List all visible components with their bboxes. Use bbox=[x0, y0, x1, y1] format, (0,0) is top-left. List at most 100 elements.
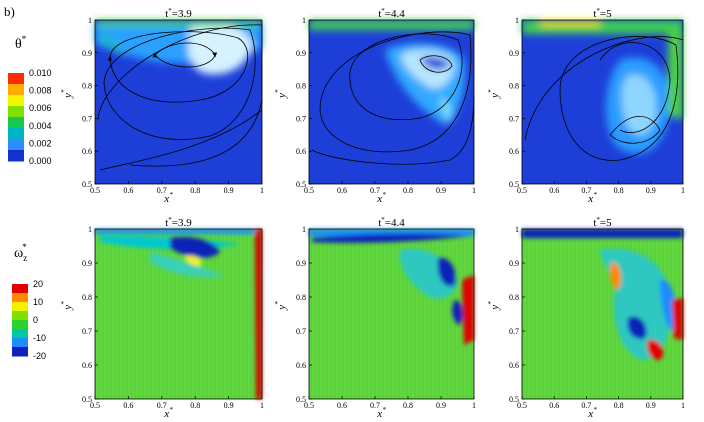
theta-colorbar-swatch bbox=[8, 95, 24, 107]
theta-symbol: θ bbox=[15, 37, 22, 52]
y-tick-label: 0.9 bbox=[82, 49, 92, 58]
panel-title: t*=4.4 bbox=[378, 216, 405, 229]
theta-colorbar-swatch bbox=[8, 128, 24, 140]
x-tick-label: 0.8 bbox=[403, 186, 413, 195]
x-tick-label: 0.7 bbox=[157, 186, 167, 195]
panel-title-sup: * bbox=[596, 7, 600, 15]
panel-title-value: =3.9 bbox=[172, 8, 192, 20]
y-tick-label: 0.9 bbox=[296, 259, 306, 268]
vorticity-colorbar-swatch bbox=[12, 329, 28, 339]
y-axis-label-base: y bbox=[276, 93, 288, 99]
theta-colorbar-swatch bbox=[8, 117, 24, 129]
x-axis-label-sup: * bbox=[382, 406, 386, 414]
panel-frame bbox=[308, 228, 475, 400]
panel-title-base: t bbox=[593, 8, 596, 20]
x-tick-label: 1 bbox=[472, 186, 476, 195]
y-axis-label-sup: * bbox=[487, 89, 495, 93]
x-tick-label: 0.8 bbox=[190, 401, 200, 410]
panel-title: t*=3.9 bbox=[165, 216, 192, 229]
y-tick-label: 0.5 bbox=[296, 180, 306, 189]
vorticity-colorbar-swatch bbox=[12, 293, 28, 303]
x-tick-label: 0.7 bbox=[581, 186, 591, 195]
theta-colorbar-swatch bbox=[8, 139, 24, 151]
figure-label: b) bbox=[4, 4, 15, 19]
x-tick-label: 0.5 bbox=[90, 401, 100, 410]
y-tick-label: 0.5 bbox=[82, 395, 92, 404]
y-tick-label: 0.5 bbox=[509, 180, 519, 189]
theta-colorbar-swatch bbox=[8, 150, 24, 162]
vorticity-colorbar-swatch bbox=[12, 311, 28, 321]
x-axis-label: x* bbox=[163, 191, 173, 205]
theta-colorbar-label: 0.010 bbox=[29, 68, 52, 78]
x-axis-label-base: x bbox=[163, 193, 169, 205]
vorticity-panel-t5 bbox=[521, 228, 684, 400]
y-axis-label-base: y bbox=[62, 93, 74, 99]
x-tick-label: 1 bbox=[681, 186, 685, 195]
y-axis-label-base: y bbox=[276, 305, 288, 311]
vorticity-panel-t3-9 bbox=[94, 228, 263, 400]
vorticity-colorbar-label: -20 bbox=[33, 351, 46, 361]
theta-colorbar-label: 0.004 bbox=[29, 121, 52, 131]
panel-title-base: t bbox=[378, 8, 381, 20]
y-axis-label: y* bbox=[274, 89, 288, 99]
x-tick-label: 1 bbox=[472, 401, 476, 410]
theta-panel-t3-9 bbox=[94, 19, 263, 185]
x-tick-label: 0.8 bbox=[614, 401, 624, 410]
panel-title-sup: * bbox=[596, 216, 600, 224]
x-tick-label: 0.6 bbox=[123, 401, 133, 410]
vorticity-colorbar-swatch bbox=[12, 284, 28, 294]
y-tick-label: 0.6 bbox=[296, 147, 306, 156]
x-axis-label: x* bbox=[376, 191, 386, 205]
y-tick-label: 0.5 bbox=[82, 180, 92, 189]
panel-frame bbox=[94, 228, 263, 400]
x-tick-label: 0.7 bbox=[370, 186, 380, 195]
y-axis-label-base: y bbox=[62, 305, 74, 311]
x-tick-label: 0.7 bbox=[157, 401, 167, 410]
x-axis-label-sup: * bbox=[169, 406, 173, 414]
x-axis-label-base: x bbox=[376, 408, 382, 420]
y-tick-label: 0.8 bbox=[509, 82, 519, 91]
x-tick-label: 1 bbox=[681, 401, 685, 410]
x-tick-label: 0.5 bbox=[517, 186, 527, 195]
x-axis-label-base: x bbox=[163, 408, 169, 420]
vorticity-colorbar-label: 10 bbox=[33, 297, 43, 307]
x-tick-label: 0.5 bbox=[90, 186, 100, 195]
theta-streamlines bbox=[311, 31, 475, 165]
x-axis-label-base: x bbox=[587, 193, 593, 205]
vorticity-panel-t4-4 bbox=[308, 228, 475, 400]
y-tick-label: 0.8 bbox=[82, 82, 92, 91]
y-tick-label: 0.7 bbox=[509, 114, 519, 123]
x-tick-label: 0.5 bbox=[304, 186, 314, 195]
vorticity-colorbar-label: 20 bbox=[33, 279, 43, 289]
x-axis-label-base: x bbox=[587, 408, 593, 420]
x-axis-label-sup: * bbox=[593, 191, 597, 199]
vorticity-colorbar-swatch bbox=[12, 320, 28, 330]
vorticity-field-background bbox=[309, 229, 474, 399]
y-axis-label: y* bbox=[60, 301, 74, 311]
vorticity-colorbar-swatch bbox=[12, 347, 28, 357]
theta-panel-t5 bbox=[521, 19, 684, 185]
x-tick-label: 0.9 bbox=[224, 186, 234, 195]
y-tick-label: 0.7 bbox=[509, 327, 519, 336]
y-tick-label: 0.8 bbox=[509, 293, 519, 302]
theta-field-contours bbox=[522, 20, 683, 154]
axes-layer: t*=3.90.5 0.6 0.7 0.8 0.9 10.50.60.70.80.91x*… bbox=[60, 7, 685, 420]
vorticity-superscript: * bbox=[22, 242, 27, 252]
panel-title-value: =5 bbox=[600, 217, 612, 229]
x-tick-label: 0.9 bbox=[646, 401, 656, 410]
panel-title-sup: * bbox=[381, 216, 385, 224]
x-axis-label: x* bbox=[587, 191, 597, 205]
panel-title-base: t bbox=[165, 8, 168, 20]
y-tick-label: 0.8 bbox=[296, 82, 306, 91]
theta-colorbar-label: 0.000 bbox=[29, 156, 52, 166]
y-axis-label: y* bbox=[487, 89, 501, 99]
y-tick-label: 0.6 bbox=[82, 147, 92, 156]
x-tick-label: 0.6 bbox=[123, 186, 133, 195]
x-tick-label: 0.6 bbox=[337, 186, 347, 195]
vorticity-colorbar-swatch bbox=[12, 302, 28, 312]
panel-title-value: =5 bbox=[600, 8, 612, 20]
x-axis-label: x* bbox=[163, 406, 173, 420]
panel-title: t*=5 bbox=[593, 7, 612, 20]
y-axis-label: y* bbox=[487, 301, 501, 311]
